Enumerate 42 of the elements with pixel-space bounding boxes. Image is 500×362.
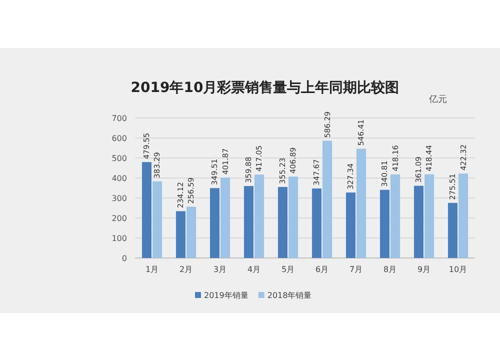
y-tick-label: 100 [112,234,127,243]
chart-title: 2019年10月彩票销售量与上年同期比较图 [130,80,400,96]
bar [346,192,356,258]
x-tick-label: 7月 [349,265,363,274]
bar [380,190,390,258]
bar [278,186,288,258]
bar [254,174,264,258]
legend-label: 2018年销量 [267,291,312,300]
x-tick-label: 10月 [448,265,468,274]
x-tick-label: 6月 [315,265,329,274]
bar [152,181,162,258]
bar [210,188,220,258]
y-tick-label: 0 [122,254,127,263]
y-axis-title: 亿元 [428,94,447,105]
bar [424,174,434,258]
bar [312,188,322,258]
x-tick-label: 1月 [145,265,159,274]
x-tick-label: 4月 [247,265,261,274]
y-tick-label: 200 [112,214,127,223]
bar [390,174,400,258]
y-tick-label: 400 [112,174,127,183]
bar [244,186,254,258]
bar [142,162,152,258]
bar [458,174,468,258]
x-tick-label: 3月 [213,265,227,274]
x-tick-label: 8月 [383,265,397,274]
bar [220,178,230,258]
x-tick-label: 9月 [417,265,431,274]
bar [322,140,332,258]
y-tick-label: 500 [112,154,127,163]
bar [186,206,196,258]
x-tick-label: 5月 [281,265,295,274]
bar [176,211,186,258]
bar [288,176,298,258]
bar [356,148,366,258]
y-tick-label: 700 [112,114,127,123]
legend-label: 2019年销量 [204,291,248,300]
y-tick-label: 300 [112,194,127,203]
x-tick-label: 2月 [179,265,193,274]
bar [414,186,424,258]
bar [448,202,458,258]
y-tick-label: 600 [112,134,127,143]
